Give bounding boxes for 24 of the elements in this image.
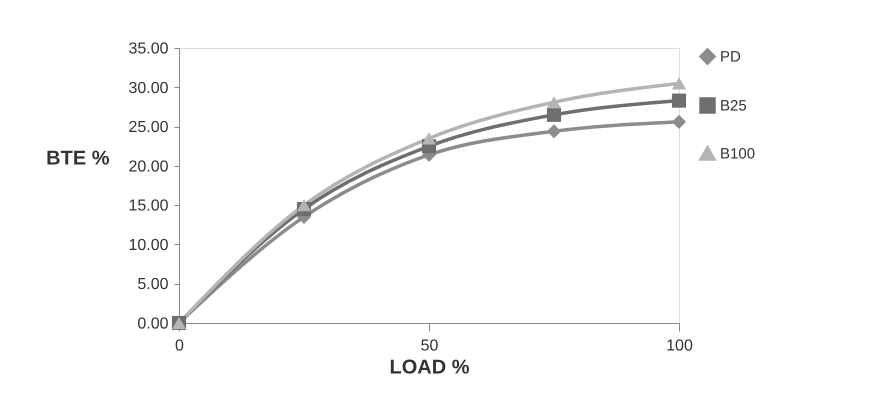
y-tick-label: 10.00: [128, 236, 169, 254]
y-tick-label: 0.00: [137, 316, 169, 332]
y-tick-label: 25.00: [128, 119, 169, 136]
point: [546, 108, 562, 122]
y-tick-label: 20.00: [128, 158, 169, 176]
x-tick-label: 50: [420, 338, 438, 354]
point: [422, 132, 436, 144]
legend-label: B25: [720, 98, 747, 114]
point: [296, 199, 312, 212]
y-tick-label: 30.00: [128, 80, 169, 97]
x-tick-label: 0: [175, 338, 184, 354]
point: [546, 96, 562, 108]
point: [672, 94, 686, 108]
point: [672, 114, 686, 129]
legend-label: PD: [720, 48, 742, 66]
y-tick-label: 15.00: [128, 198, 169, 215]
x-axis-title: LOAD %: [390, 356, 470, 378]
y-tick-label: 5.00: [137, 276, 169, 294]
y-axis-title: BTE %: [46, 148, 110, 170]
legend-label: B100: [720, 146, 756, 162]
y-tick-label: 35.00: [128, 40, 169, 58]
point: [672, 77, 686, 90]
x-tick-label: 100: [666, 338, 693, 354]
point: [546, 124, 562, 138]
